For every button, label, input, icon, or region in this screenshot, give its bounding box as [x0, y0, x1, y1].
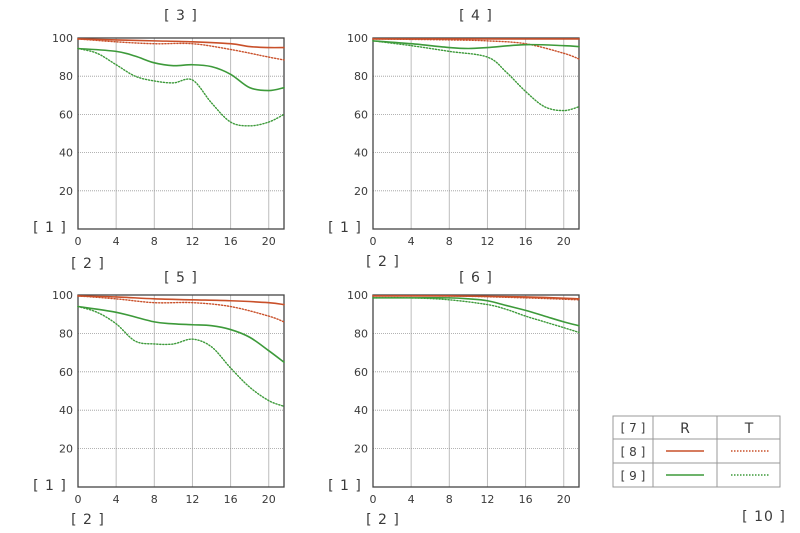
x-tick-label: 8	[151, 235, 158, 248]
x-tick-label: 12	[185, 493, 199, 506]
legend-row-red-label: [ 8 ]	[621, 445, 646, 459]
y-tick-label: 80	[354, 70, 368, 83]
legend-col-r: R	[680, 421, 690, 437]
y-tick-label: 100	[52, 289, 73, 302]
series-line-t1	[77, 295, 285, 323]
plot-frame	[372, 37, 580, 230]
mtf-chart-3: 20 40 60 80 100 0 4 8 12 16 20 [ 5 ] [ 1 ] [ 2 ]	[33, 270, 285, 528]
y-tick-label: 40	[59, 147, 73, 160]
series-line-t2	[77, 305, 285, 408]
x-tick-label: 20	[557, 235, 571, 248]
chart-title: [ 3 ]	[164, 8, 198, 24]
series-line-t2	[372, 40, 580, 112]
y-tick-label: 80	[354, 327, 368, 340]
series-line-t1	[372, 295, 580, 301]
y-tick-label: 20	[354, 443, 368, 456]
y-tick-label: 40	[354, 404, 368, 417]
x-tick-label: 20	[557, 493, 571, 506]
x-tick-label: 16	[224, 493, 238, 506]
y-tick-label: 80	[59, 327, 73, 340]
y-tick-label: 60	[59, 366, 73, 379]
x-tick-label: 4	[113, 235, 120, 248]
x-tick-label: 12	[480, 493, 494, 506]
x-tick-label: 16	[519, 235, 533, 248]
y-tick-label: 20	[59, 443, 73, 456]
y-axis-label: [ 1 ]	[33, 478, 67, 494]
legend-corner-label: [ 7 ]	[621, 421, 646, 435]
series-line-r2	[77, 305, 285, 363]
y-tick-label: 40	[354, 147, 368, 160]
x-tick-label: 12	[185, 235, 199, 248]
x-tick-label: 0	[75, 235, 82, 248]
series-line-r2	[77, 47, 285, 92]
mtf-chart-1: 20 40 60 80 100 0 4 8 12 16 20 [ 3 ] [ 1 ] [ 2 ]	[33, 8, 285, 272]
x-tick-label: 8	[151, 493, 158, 506]
y-tick-label: 60	[59, 108, 73, 121]
x-tick-label: 8	[446, 235, 453, 248]
x-tick-label: 0	[370, 235, 377, 248]
chart-title: [ 4 ]	[459, 8, 493, 24]
y-tick-label: 60	[354, 366, 368, 379]
y-axis-label: [ 1 ]	[33, 220, 67, 236]
series-line-r2	[372, 40, 580, 50]
x-axis-label: [ 2 ]	[71, 512, 105, 528]
series-line-r2	[372, 297, 580, 327]
plot-frame	[77, 37, 285, 230]
x-axis-label: [ 2 ]	[71, 256, 105, 272]
y-tick-label: 100	[52, 32, 73, 45]
y-tick-label: 100	[347, 32, 368, 45]
series-line-t2	[77, 47, 285, 127]
y-tick-label: 60	[354, 108, 368, 121]
chart-title: [ 5 ]	[164, 270, 198, 286]
x-tick-label: 8	[446, 493, 453, 506]
footnote-label: [ 10 ]	[742, 509, 786, 525]
x-tick-label: 0	[370, 493, 377, 506]
x-tick-label: 0	[75, 493, 82, 506]
legend-row-green-label: [ 9 ]	[621, 469, 646, 483]
series-line-t1	[77, 38, 285, 61]
y-tick-label: 40	[59, 404, 73, 417]
series-line-r1	[77, 295, 285, 306]
legend-border	[612, 415, 781, 488]
y-axis-label: [ 1 ]	[328, 220, 362, 236]
series-line-t2	[372, 297, 580, 334]
chart-title: [ 6 ]	[459, 270, 493, 286]
x-tick-label: 20	[262, 493, 276, 506]
x-tick-label: 12	[480, 235, 494, 248]
mtf-chart-4: 20 40 60 80 100 0 4 8 12 16 20 [ 6 ] [ 1 ] [ 2 ]	[328, 270, 580, 528]
y-axis-label: [ 1 ]	[328, 478, 362, 494]
x-axis-label: [ 2 ]	[366, 254, 400, 270]
x-tick-label: 4	[113, 493, 120, 506]
x-tick-label: 16	[224, 235, 238, 248]
x-tick-label: 20	[262, 235, 276, 248]
plot-frame	[372, 294, 580, 488]
x-tick-label: 4	[408, 235, 415, 248]
y-tick-label: 100	[347, 289, 368, 302]
x-tick-label: 16	[519, 493, 533, 506]
plot-frame	[77, 294, 285, 488]
y-tick-label: 20	[354, 185, 368, 198]
x-tick-label: 4	[408, 493, 415, 506]
y-tick-label: 20	[59, 185, 73, 198]
legend-table: [ 7 ] R T [ 8 ] [ 9 ]	[612, 415, 781, 488]
mtf-chart-2: 20 40 60 80 100 0 4 8 12 16 20 [ 4 ] [ 1 ] [ 2 ]	[328, 8, 580, 270]
series-line-r1	[77, 38, 285, 49]
x-axis-label: [ 2 ]	[366, 512, 400, 528]
series-line-t1	[372, 38, 580, 60]
y-tick-label: 80	[59, 70, 73, 83]
legend-col-t: T	[744, 421, 754, 437]
